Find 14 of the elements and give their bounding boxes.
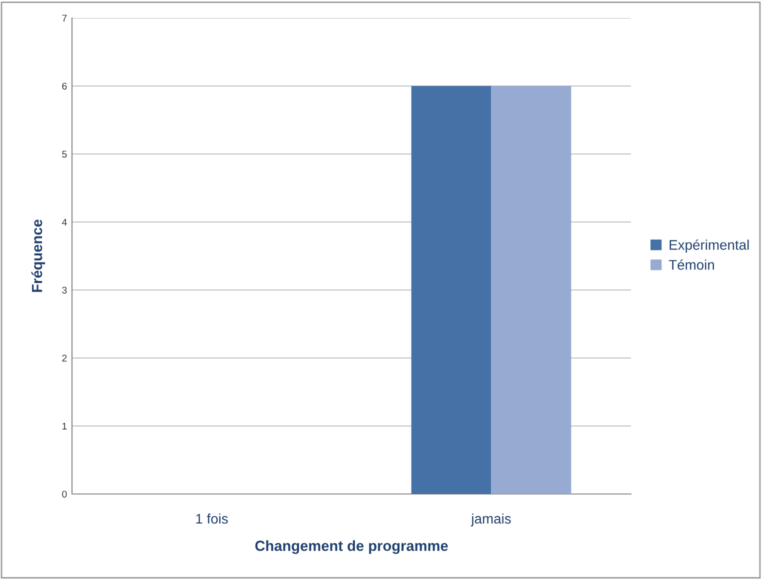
y-tick-label: 1 (62, 422, 67, 430)
legend-label: Expérimental (670, 239, 749, 253)
y-tick-label: 4 (62, 218, 67, 226)
x-tick-label: 1 fois (196, 513, 228, 524)
y-tick-label: 7 (62, 14, 67, 22)
y-tick-label: 0 (62, 490, 67, 498)
x-tick-label: jamais (470, 513, 511, 526)
y-tick-label: 2 (62, 354, 67, 362)
legend-label: Témoin (668, 259, 714, 270)
y-tick-label: 3 (62, 286, 67, 294)
y-tick-label: 6 (62, 82, 67, 90)
y-axis-title: Fréquence (31, 220, 46, 292)
y-tick-label: 5 (62, 150, 67, 158)
x-axis-title: Changement de programme (255, 540, 448, 554)
